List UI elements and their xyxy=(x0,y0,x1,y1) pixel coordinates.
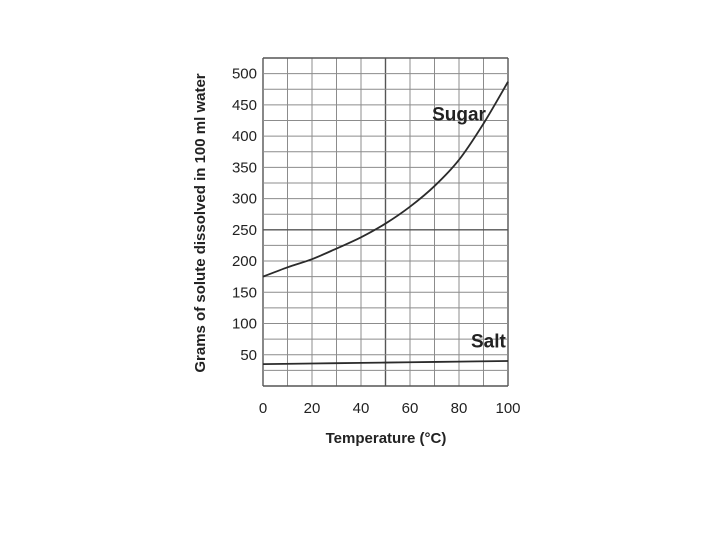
x-tick-label: 80 xyxy=(451,400,468,417)
x-tick-label: 100 xyxy=(495,400,520,417)
series-label-salt: Salt xyxy=(471,331,507,352)
y-tick-label: 400 xyxy=(232,128,257,145)
y-tick-label: 350 xyxy=(232,159,257,176)
chart-series xyxy=(262,81,509,366)
y-tick-label: 200 xyxy=(232,253,257,270)
chart-ticks: 0 20 40 60 80 100 50 100 150 200 250 300 350 400 450 50… xyxy=(232,66,521,417)
series-labels: Sugar Salt xyxy=(432,104,506,352)
y-tick-label: 250 xyxy=(232,222,257,239)
series-line-sugar xyxy=(262,81,509,278)
y-tick-label: 500 xyxy=(232,66,257,83)
series-label-sugar: Sugar xyxy=(432,104,486,125)
y-tick-label: 50 xyxy=(240,347,257,364)
y-tick-label: 100 xyxy=(232,316,257,333)
y-axis-label: Grams of solute dissolved in 100 ml wate… xyxy=(192,73,209,372)
chart-grid xyxy=(262,57,509,387)
x-tick-label: 60 xyxy=(402,400,419,417)
y-tick-label: 150 xyxy=(232,284,257,301)
x-axis-label: Temperature (°C) xyxy=(326,430,447,447)
x-tick-label: 20 xyxy=(304,400,321,417)
y-tick-label: 450 xyxy=(232,97,257,114)
x-tick-label: 0 xyxy=(259,400,267,417)
y-tick-label: 300 xyxy=(232,191,257,208)
series-line-salt xyxy=(262,360,509,366)
x-tick-label: 40 xyxy=(353,400,370,417)
